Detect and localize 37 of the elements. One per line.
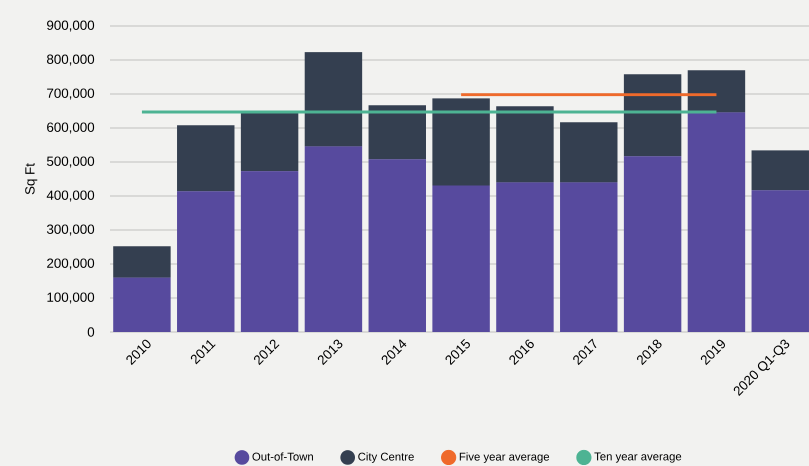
bar	[688, 112, 746, 332]
y-tick-label: 300,000	[46, 224, 94, 236]
bar	[496, 182, 554, 332]
bar	[624, 156, 682, 332]
y-tick-label: 0	[88, 327, 94, 337]
bar	[496, 106, 554, 182]
y-tick-label: 800,000	[47, 54, 94, 66]
bar	[304, 146, 362, 332]
y-tick-label: 200,000	[47, 258, 94, 270]
y-tick-label: 500,000	[46, 156, 94, 168]
y-tick-label: 700,000	[47, 88, 94, 100]
legend-label: City Centre	[358, 452, 414, 463]
bar	[177, 125, 234, 192]
legend-label: Five year average	[460, 452, 550, 463]
bar	[368, 105, 426, 160]
bar	[432, 98, 490, 186]
bar	[304, 52, 362, 146]
bar	[113, 246, 171, 278]
bar	[432, 185, 490, 332]
y-axis-title: Sq Ft	[25, 163, 38, 194]
bar	[560, 122, 618, 182]
bar	[624, 74, 682, 156]
bar	[113, 278, 171, 332]
bar	[688, 70, 746, 112]
legend-label: Out-of-Town	[252, 452, 313, 461]
bar	[368, 159, 426, 332]
y-tick-label: 600,000	[47, 122, 94, 134]
bar	[560, 182, 618, 332]
bar	[177, 191, 234, 332]
bar	[752, 190, 809, 332]
bar	[240, 171, 298, 332]
y-tick-label: 400,000	[46, 190, 94, 202]
y-tick-label: 100,000	[47, 292, 94, 304]
y-tick-label: 900,000	[47, 20, 94, 32]
bar	[752, 150, 809, 190]
bar	[240, 113, 298, 172]
legend-label: Ten year average	[594, 452, 682, 463]
